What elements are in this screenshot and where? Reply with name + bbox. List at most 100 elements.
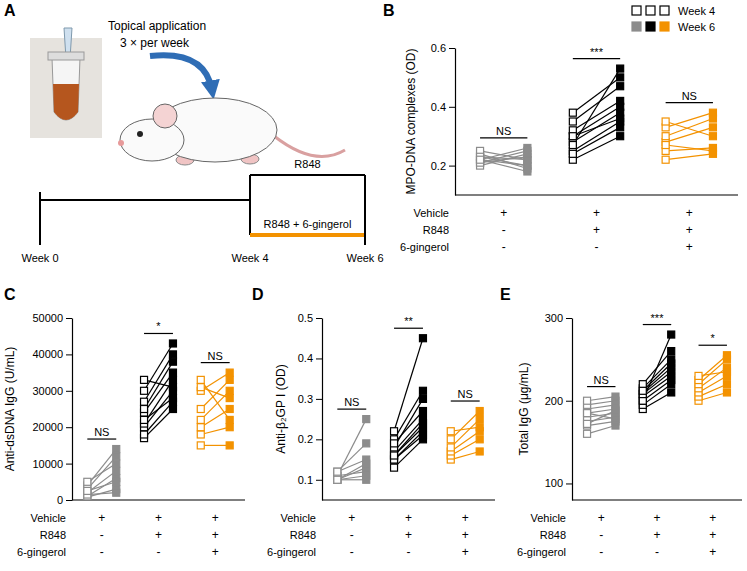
point xyxy=(584,420,591,427)
tube-liquid xyxy=(53,84,79,120)
point xyxy=(141,376,148,383)
point xyxy=(569,142,576,149)
y-tick-label: 30000 xyxy=(32,385,63,397)
y-tick: 300 xyxy=(545,312,572,324)
y-tick-mark xyxy=(66,500,72,501)
significance-label: *** xyxy=(651,312,665,324)
y-axis: 100 200 300 xyxy=(545,312,573,500)
y-axis-title: Anti-dsDNA IgG (U/mL) xyxy=(3,347,17,472)
significance-label: * xyxy=(711,332,716,344)
point xyxy=(617,115,624,122)
timeline-tick xyxy=(39,192,41,245)
point xyxy=(169,384,176,391)
chart-paired_dot: D0.10.20.30.40.5Anti-β₂GP I (OD)NS**NSVe… xyxy=(252,286,495,559)
condition-sign: + xyxy=(212,511,219,525)
point xyxy=(141,398,148,405)
y-tick-mark xyxy=(66,318,72,319)
point xyxy=(569,133,576,140)
point xyxy=(617,133,624,140)
y-tick-label: 0.2 xyxy=(431,160,446,172)
pair-line xyxy=(394,411,423,443)
point xyxy=(447,444,454,451)
point xyxy=(334,476,341,483)
y-tick-mark xyxy=(316,358,322,359)
point xyxy=(639,381,646,388)
point xyxy=(169,351,176,358)
point xyxy=(113,478,120,485)
point xyxy=(363,460,370,467)
point xyxy=(477,156,484,163)
panel-letter: A xyxy=(4,2,16,19)
pair-line xyxy=(587,401,615,405)
y-tick: 100 xyxy=(545,477,572,489)
point xyxy=(197,442,204,449)
condition-sign: - xyxy=(407,545,411,559)
condition-sign: + xyxy=(212,528,219,542)
condition-sign: - xyxy=(502,223,506,237)
pair-line xyxy=(144,354,173,401)
y-tick: 0.1 xyxy=(298,474,322,486)
condition-sign: + xyxy=(709,528,716,542)
significance-bar xyxy=(666,102,713,103)
legend: Week 4Week 6 xyxy=(632,5,715,33)
condition-label: Vehicle xyxy=(31,512,66,524)
y-tick: 200 xyxy=(545,395,572,407)
pair-line xyxy=(480,154,527,166)
y-axis-line xyxy=(455,49,456,196)
y-tick: 0.6 xyxy=(431,42,455,54)
point xyxy=(617,74,624,81)
pair-line xyxy=(144,343,173,390)
x-axis-line xyxy=(72,499,245,500)
condition-sign: + xyxy=(462,545,469,559)
point xyxy=(617,83,624,90)
pair-line xyxy=(587,413,615,419)
y-tick-mark xyxy=(566,318,572,319)
point xyxy=(709,109,716,116)
legend-marker xyxy=(660,22,669,31)
y-tick: 50000 xyxy=(32,312,72,324)
pair-line xyxy=(480,160,527,172)
plot-area xyxy=(334,335,483,484)
point xyxy=(476,436,483,443)
y-tick-mark xyxy=(66,427,72,428)
condition-label: 6-gingerol xyxy=(517,546,566,558)
chart-paired_dot: E100200300Total IgG (μg/mL)NS****Vehicle… xyxy=(500,286,742,559)
point xyxy=(639,387,646,394)
mouse-ear xyxy=(153,104,177,128)
condition-sign: + xyxy=(500,206,507,220)
condition-label: R848 xyxy=(40,529,66,541)
condition-sign: + xyxy=(348,511,355,525)
point xyxy=(709,133,716,140)
y-tick: 10000 xyxy=(32,458,72,470)
pair-line xyxy=(87,456,116,489)
pair-line xyxy=(666,145,713,151)
significance-bar xyxy=(87,438,116,439)
point xyxy=(668,368,675,375)
y-tick-label: 0.2 xyxy=(298,433,313,445)
y-tick-label: 10000 xyxy=(32,458,63,470)
pair-line xyxy=(643,335,671,401)
plot-area xyxy=(477,65,717,175)
y-axis-title: Anti-β₂GP I (OD) xyxy=(274,364,288,453)
point xyxy=(617,97,624,104)
y-tick-label: 50000 xyxy=(32,312,63,324)
y-tick-label: 0.1 xyxy=(298,474,313,486)
plot-area xyxy=(584,331,731,437)
pair-line xyxy=(87,482,116,491)
point xyxy=(226,395,233,402)
point xyxy=(584,430,591,437)
point xyxy=(524,147,531,154)
point xyxy=(477,156,484,163)
x-axis-line xyxy=(455,194,738,195)
point xyxy=(197,406,204,413)
tube xyxy=(52,58,80,120)
point xyxy=(662,142,669,149)
y-tick: 30000 xyxy=(32,385,72,397)
significance-label: NS xyxy=(94,426,109,438)
chart-paired_dot: C01000020000300004000050000Anti-dsDNA Ig… xyxy=(3,286,245,559)
y-tick: 0.5 xyxy=(298,312,322,324)
point xyxy=(447,428,454,435)
point xyxy=(695,372,702,379)
point xyxy=(723,389,730,396)
timeline xyxy=(40,199,250,201)
